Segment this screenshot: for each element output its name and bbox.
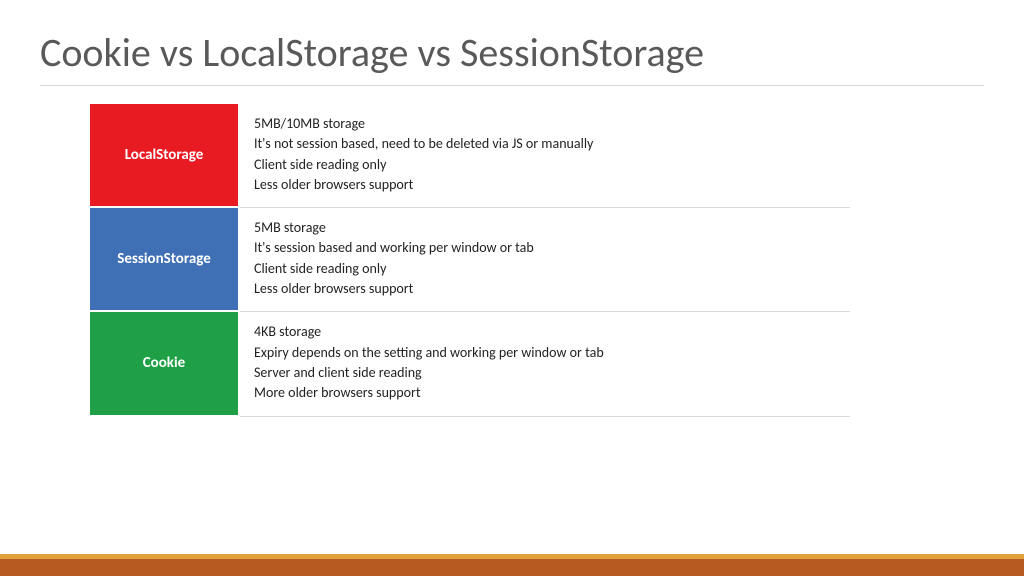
desc-line: 5MB storage — [254, 218, 836, 238]
desc-line: 4KB storage — [254, 322, 836, 342]
desc-line: It's session based and working per windo… — [254, 238, 836, 258]
title-underline — [40, 85, 984, 86]
row-label-cookie: Cookie — [90, 312, 240, 416]
desc-line: Server and client side reading — [254, 363, 836, 383]
footer-accent-bottom — [0, 559, 1024, 576]
table-row: Cookie 4KB storage Expiry depends on the… — [90, 312, 850, 416]
table-row: LocalStorage 5MB/10MB storage It's not s… — [90, 104, 850, 208]
desc-line: Client side reading only — [254, 259, 836, 279]
row-desc: 4KB storage Expiry depends on the settin… — [240, 312, 850, 416]
footer-bar — [0, 554, 1024, 576]
desc-line: More older browsers support — [254, 383, 836, 403]
desc-line: Less older browsers support — [254, 279, 836, 299]
row-label-sessionstorage: SessionStorage — [90, 208, 240, 312]
desc-line: Less older browsers support — [254, 175, 836, 195]
row-label-localstorage: LocalStorage — [90, 104, 240, 208]
page-title: Cookie vs LocalStorage vs SessionStorage — [0, 0, 1024, 85]
row-desc: 5MB/10MB storage It's not session based,… — [240, 104, 850, 208]
desc-line: Expiry depends on the setting and workin… — [254, 343, 836, 363]
desc-line: 5MB/10MB storage — [254, 114, 836, 134]
comparison-table: LocalStorage 5MB/10MB storage It's not s… — [90, 104, 850, 417]
table-row: SessionStorage 5MB storage It's session … — [90, 208, 850, 312]
desc-line: Client side reading only — [254, 155, 836, 175]
desc-line: It's not session based, need to be delet… — [254, 134, 836, 154]
row-desc: 5MB storage It's session based and worki… — [240, 208, 850, 312]
